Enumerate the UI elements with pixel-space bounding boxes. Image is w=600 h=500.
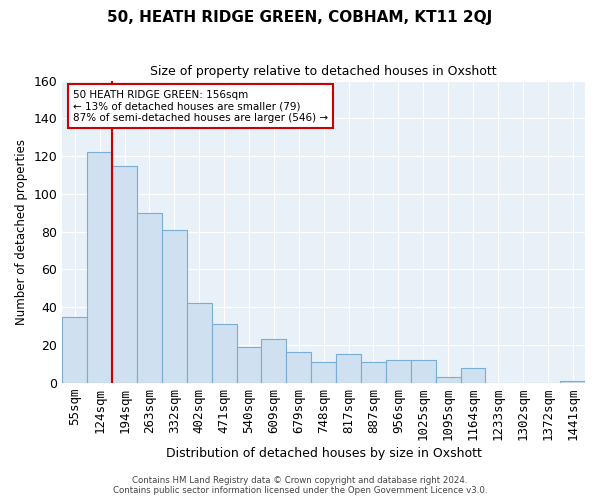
Bar — [336, 354, 361, 382]
Bar — [187, 304, 212, 382]
Bar — [311, 362, 336, 382]
Bar — [436, 377, 461, 382]
Bar — [461, 368, 485, 382]
X-axis label: Distribution of detached houses by size in Oxshott: Distribution of detached houses by size … — [166, 447, 482, 460]
Bar — [560, 381, 585, 382]
Text: 50 HEATH RIDGE GREEN: 156sqm
← 13% of detached houses are smaller (79)
87% of se: 50 HEATH RIDGE GREEN: 156sqm ← 13% of de… — [73, 90, 328, 123]
Bar — [386, 360, 411, 382]
Text: 50, HEATH RIDGE GREEN, COBHAM, KT11 2QJ: 50, HEATH RIDGE GREEN, COBHAM, KT11 2QJ — [107, 10, 493, 25]
Text: Contains HM Land Registry data © Crown copyright and database right 2024.
Contai: Contains HM Land Registry data © Crown c… — [113, 476, 487, 495]
Bar — [361, 362, 386, 382]
Bar — [137, 212, 162, 382]
Bar — [162, 230, 187, 382]
Bar — [411, 360, 436, 382]
Bar — [286, 352, 311, 382]
Bar — [112, 166, 137, 382]
Title: Size of property relative to detached houses in Oxshott: Size of property relative to detached ho… — [151, 65, 497, 78]
Y-axis label: Number of detached properties: Number of detached properties — [15, 138, 28, 324]
Bar — [87, 152, 112, 382]
Bar — [62, 316, 87, 382]
Bar — [236, 347, 262, 382]
Bar — [212, 324, 236, 382]
Bar — [262, 340, 286, 382]
